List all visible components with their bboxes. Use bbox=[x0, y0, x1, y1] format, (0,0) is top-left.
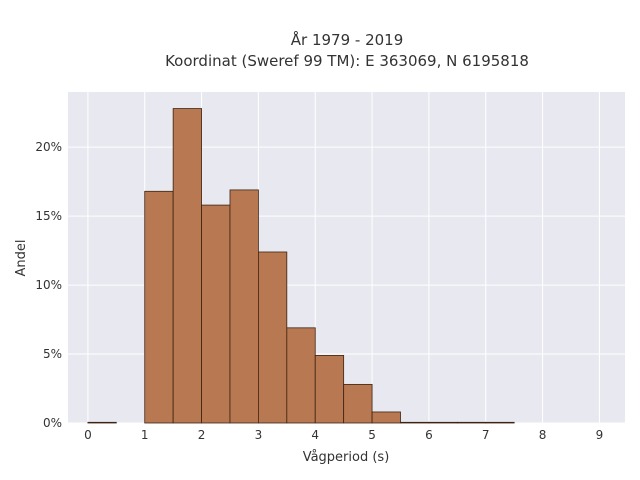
y-tick-label: 15% bbox=[35, 209, 62, 223]
x-tick-label: 4 bbox=[311, 428, 319, 442]
y-axis-ticks: 0% 5% 10% 15% 20% bbox=[35, 140, 62, 430]
x-tick-label: 1 bbox=[141, 428, 149, 442]
x-tick-label: 5 bbox=[368, 428, 376, 442]
histogram-bar bbox=[485, 421, 515, 424]
chart-subtitle: Koordinat (Sweref 99 TM): E 363069, N 61… bbox=[165, 52, 529, 70]
x-tick-label: 8 bbox=[539, 428, 547, 442]
histogram-bar bbox=[87, 421, 117, 424]
y-axis-label: Andel bbox=[14, 240, 29, 277]
histogram-bar bbox=[229, 189, 259, 424]
y-tick-label: 10% bbox=[35, 278, 62, 292]
histogram-bar bbox=[144, 190, 174, 424]
x-axis-ticks: 0 1 2 3 4 5 6 7 8 9 bbox=[84, 428, 603, 442]
histogram-bar bbox=[314, 355, 345, 424]
histogram-bar bbox=[172, 108, 202, 424]
x-tick-label: 7 bbox=[482, 428, 490, 442]
x-axis-label: Vågperiod (s) bbox=[303, 450, 390, 465]
x-tick-label: 2 bbox=[198, 428, 206, 442]
y-tick-label: 20% bbox=[35, 140, 62, 154]
x-tick-label: 0 bbox=[84, 428, 92, 442]
chart-title: År 1979 - 2019 bbox=[291, 30, 404, 49]
histogram-bar bbox=[258, 251, 288, 424]
histogram-bar bbox=[343, 383, 373, 424]
histogram-bar bbox=[201, 204, 231, 424]
x-tick-label: 6 bbox=[425, 428, 433, 442]
x-tick-label: 3 bbox=[255, 428, 263, 442]
y-tick-label: 5% bbox=[43, 347, 62, 361]
bars bbox=[87, 108, 515, 424]
histogram-bar bbox=[286, 327, 316, 424]
histogram-bar bbox=[428, 421, 458, 424]
histogram-bar bbox=[456, 421, 487, 424]
y-tick-label: 0% bbox=[43, 416, 62, 430]
histogram-bar bbox=[371, 411, 401, 424]
histogram-bar bbox=[400, 421, 430, 424]
x-tick-label: 9 bbox=[596, 428, 604, 442]
